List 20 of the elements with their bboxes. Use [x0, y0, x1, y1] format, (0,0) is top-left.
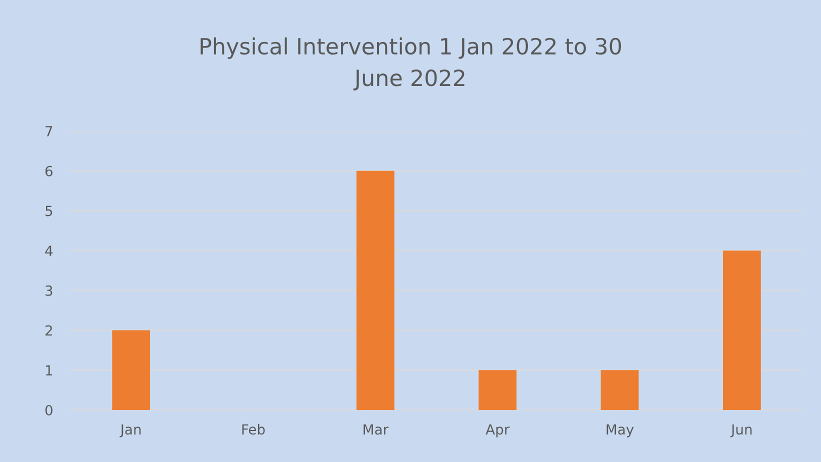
chart-title: Physical Intervention 1 Jan 2022 to 30 June 2022	[200, 37, 621, 90]
y-tick-label: 3	[46, 285, 52, 296]
bar	[356, 170, 394, 410]
y-tick-label: 1	[46, 365, 52, 376]
bar	[478, 370, 517, 410]
bar	[600, 370, 639, 410]
x-tick-label: Jan	[120, 424, 141, 438]
x-tick-label: May	[606, 424, 634, 438]
x-tick-label: Feb	[242, 424, 265, 435]
y-tick-label: 4	[45, 246, 53, 256]
y-tick-label: 2	[46, 325, 52, 336]
x-tick-label: Mar	[364, 424, 389, 435]
bar	[722, 250, 761, 410]
x-tick-label: Jun	[730, 424, 752, 438]
bar	[112, 330, 150, 410]
y-tick-label: 5	[46, 206, 52, 216]
y-tick-label: 0	[45, 404, 52, 416]
y-tick-label: 7	[46, 126, 52, 136]
y-tick-label: 6	[45, 166, 52, 176]
x-tick-label: Apr	[486, 424, 510, 438]
